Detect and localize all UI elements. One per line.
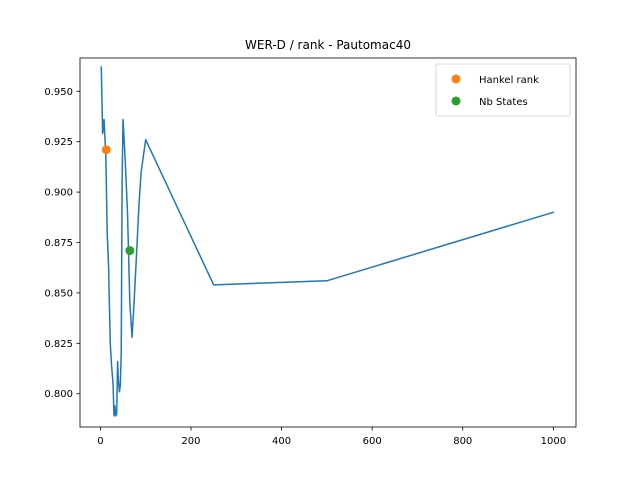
x-axis: 0 200 400 600 800 1000: [97, 427, 566, 447]
legend: Hankel rank Nb States: [435, 63, 571, 117]
legend-box: [435, 63, 571, 117]
y-tick-label: 0.875: [44, 238, 73, 249]
x-tick-label: 800: [453, 436, 472, 447]
x-tick-label: 1000: [541, 436, 566, 447]
legend-marker: [451, 74, 461, 84]
y-axis: 0.800 0.825 0.850 0.875 0.900 0.925 0.950: [44, 87, 80, 400]
y-tick-label: 0.925: [44, 137, 73, 148]
x-tick-label: 600: [363, 436, 382, 447]
legend-marker: [451, 96, 461, 106]
data-point-hankel-rank: [101, 145, 111, 155]
legend-label: Nb States: [479, 97, 528, 108]
x-tick-label: 0: [97, 436, 103, 447]
series-line: [100, 66, 555, 417]
y-tick-label: 0.950: [44, 87, 73, 98]
y-tick-label: 0.900: [44, 188, 73, 199]
plot-area: [100, 66, 555, 417]
y-tick-label: 0.825: [44, 339, 73, 350]
x-tick-label: 200: [181, 436, 200, 447]
y-tick-label: 0.850: [44, 288, 73, 299]
legend-label: Hankel rank: [479, 75, 539, 86]
y-tick-label: 0.800: [44, 389, 73, 400]
x-tick-label: 400: [272, 436, 291, 447]
data-point-nb-states: [125, 246, 135, 256]
chart-title: WER-D / rank - Pautomac40: [245, 38, 411, 52]
